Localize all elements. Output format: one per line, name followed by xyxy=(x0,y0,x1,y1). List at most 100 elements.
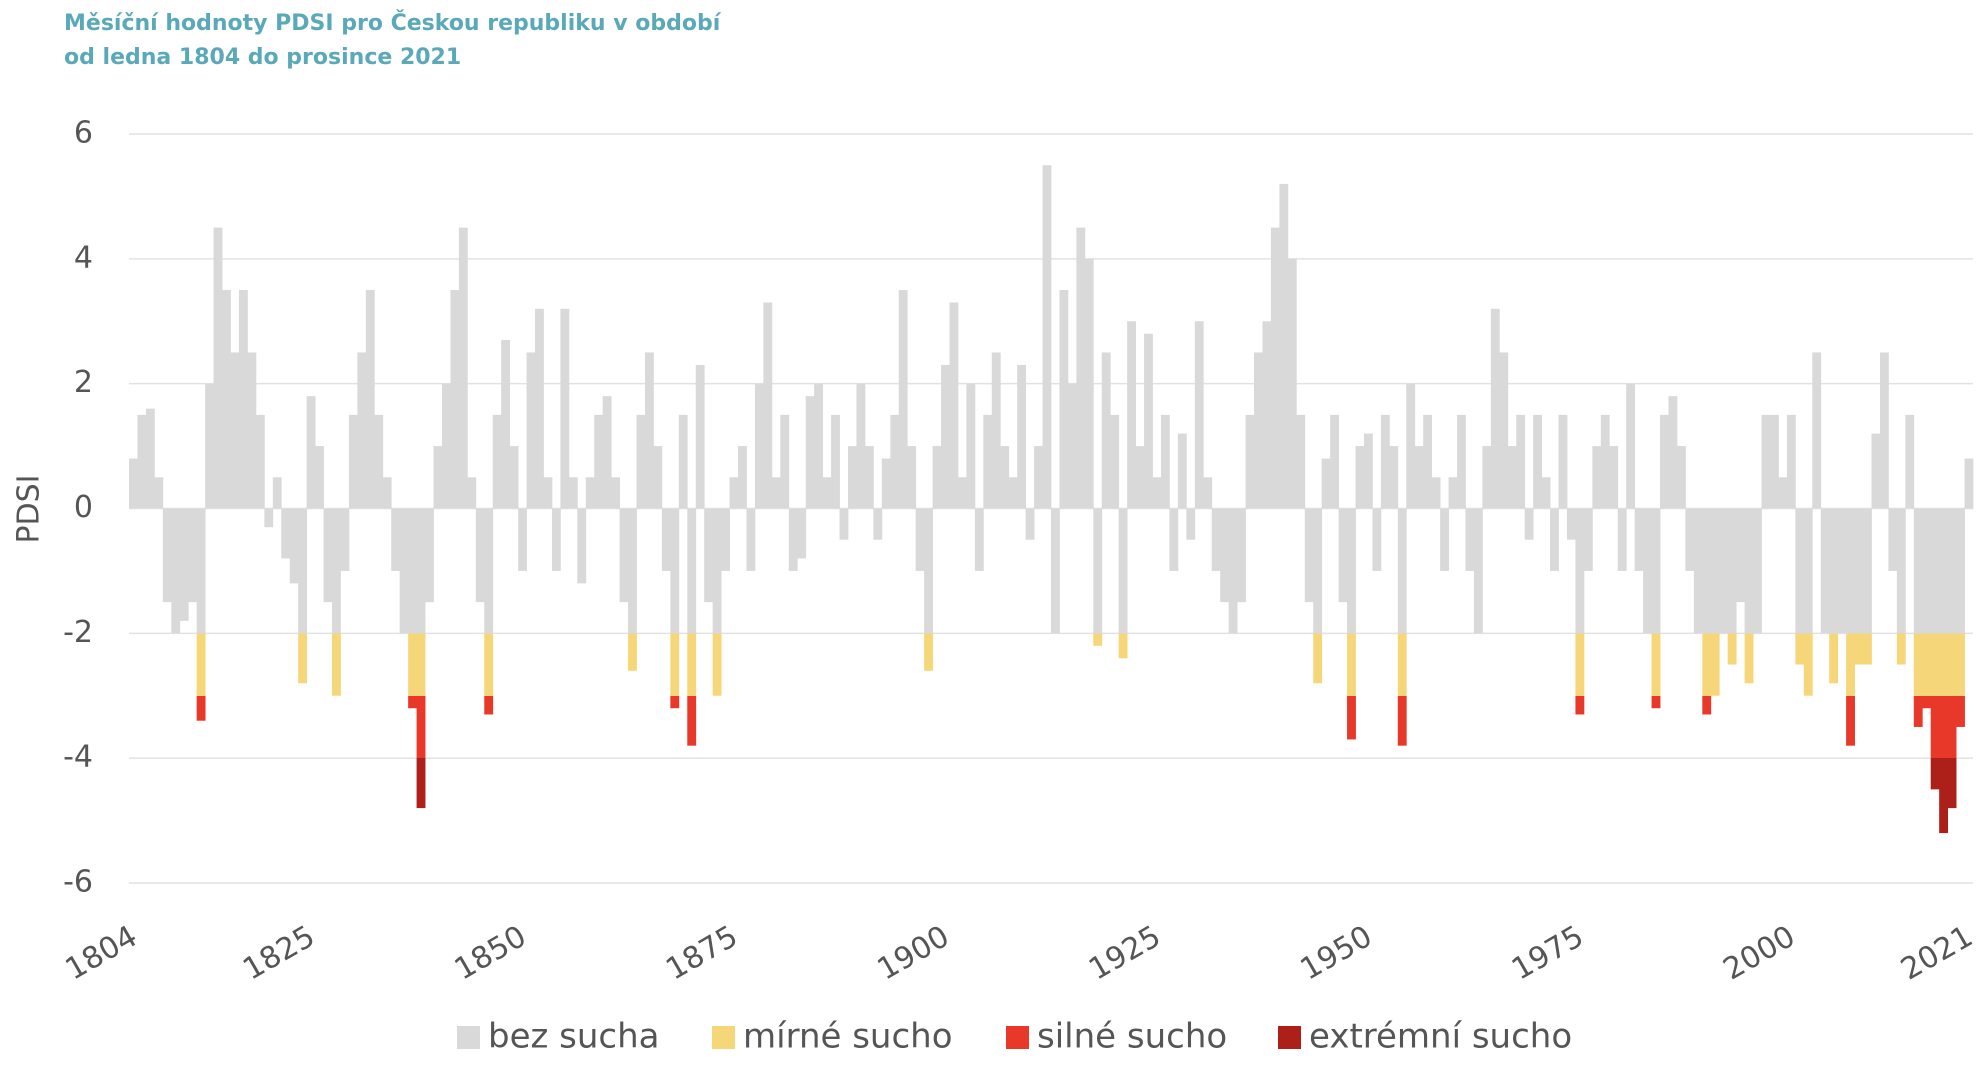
bar xyxy=(1685,508,1695,571)
bar xyxy=(1575,508,1585,715)
bar xyxy=(1668,396,1678,509)
bar xyxy=(272,477,282,509)
bars xyxy=(129,165,1974,834)
bar xyxy=(661,508,671,571)
bar xyxy=(805,396,815,509)
x-tick-label: 1925 xyxy=(1083,919,1167,987)
bar xyxy=(1177,433,1187,509)
bar xyxy=(1956,508,1965,727)
legend-label: bez sucha xyxy=(488,1017,660,1057)
bar xyxy=(323,508,333,603)
bar xyxy=(932,446,942,509)
bar xyxy=(594,414,604,509)
bar xyxy=(543,477,553,509)
bar xyxy=(162,508,172,603)
bar xyxy=(890,414,900,509)
legend-swatch xyxy=(712,1026,735,1049)
bar xyxy=(306,396,316,509)
bar xyxy=(458,227,468,509)
bar xyxy=(1304,508,1314,603)
bar xyxy=(1228,508,1238,634)
bar xyxy=(619,508,629,603)
bar xyxy=(1888,508,1898,571)
bar xyxy=(949,302,959,509)
bar xyxy=(924,508,933,671)
bar xyxy=(1152,477,1162,509)
y-tick-label: 2 xyxy=(74,365,93,400)
bar xyxy=(1135,446,1145,509)
bar xyxy=(1423,414,1433,509)
bar xyxy=(670,508,680,709)
bar xyxy=(1160,414,1170,509)
bar xyxy=(814,383,824,509)
x-tick-label: 2021 xyxy=(1895,919,1979,987)
bar xyxy=(1000,446,1010,509)
x-tick-label: 1850 xyxy=(449,919,533,987)
bar xyxy=(1660,414,1669,509)
bar xyxy=(1076,227,1086,509)
bar xyxy=(340,508,350,571)
bar xyxy=(416,508,426,809)
bar xyxy=(1651,508,1661,709)
x-tick-label: 1950 xyxy=(1295,919,1379,987)
chart-title: od ledna 1804 do prosince 2021 xyxy=(64,45,461,70)
bar xyxy=(1854,508,1864,665)
bar xyxy=(433,446,443,509)
bar xyxy=(1118,508,1128,659)
bar xyxy=(1389,446,1399,509)
bar xyxy=(898,290,908,509)
bar xyxy=(145,408,155,509)
bar xyxy=(585,477,595,509)
bar xyxy=(179,508,189,621)
bar xyxy=(441,383,451,509)
x-tick-label: 1975 xyxy=(1506,919,1590,987)
bar xyxy=(1617,508,1627,571)
bar xyxy=(1473,508,1483,634)
legend-label: mírné sucho xyxy=(743,1017,953,1057)
legend-swatch xyxy=(457,1026,480,1049)
bar xyxy=(1566,508,1576,540)
bar xyxy=(1964,458,1974,509)
bar xyxy=(1913,508,1923,727)
bar xyxy=(1795,508,1805,665)
bar xyxy=(281,508,291,559)
y-tick-label: -6 xyxy=(63,865,93,900)
bar xyxy=(129,458,138,509)
y-axis-label: PDSI xyxy=(12,474,47,543)
bar xyxy=(1600,414,1610,509)
bar xyxy=(1583,508,1593,571)
bar xyxy=(1558,414,1568,509)
bar xyxy=(746,508,756,571)
bar xyxy=(1939,508,1949,834)
bar xyxy=(653,446,663,509)
bar xyxy=(509,446,519,509)
bar xyxy=(1516,414,1526,509)
bar xyxy=(915,508,925,571)
bar xyxy=(941,364,950,509)
bar xyxy=(1863,508,1872,665)
bar xyxy=(1144,333,1153,509)
bar xyxy=(467,477,477,509)
bar xyxy=(1338,508,1348,603)
bar xyxy=(1051,508,1060,634)
bar xyxy=(560,308,570,509)
bar xyxy=(137,414,147,509)
bar xyxy=(856,383,866,509)
bar xyxy=(1761,414,1771,509)
bar xyxy=(780,414,790,509)
x-tick-label: 1900 xyxy=(872,919,956,987)
bar xyxy=(1736,508,1746,603)
bar xyxy=(602,396,612,509)
bar xyxy=(1507,446,1517,509)
bar xyxy=(1279,183,1289,509)
bar xyxy=(1879,352,1889,509)
bar xyxy=(484,508,494,715)
bar xyxy=(238,290,248,509)
bar xyxy=(255,414,265,509)
bar xyxy=(492,414,502,509)
bar xyxy=(907,446,917,509)
bar xyxy=(636,414,646,509)
bar xyxy=(230,352,240,509)
bar xyxy=(873,508,883,540)
